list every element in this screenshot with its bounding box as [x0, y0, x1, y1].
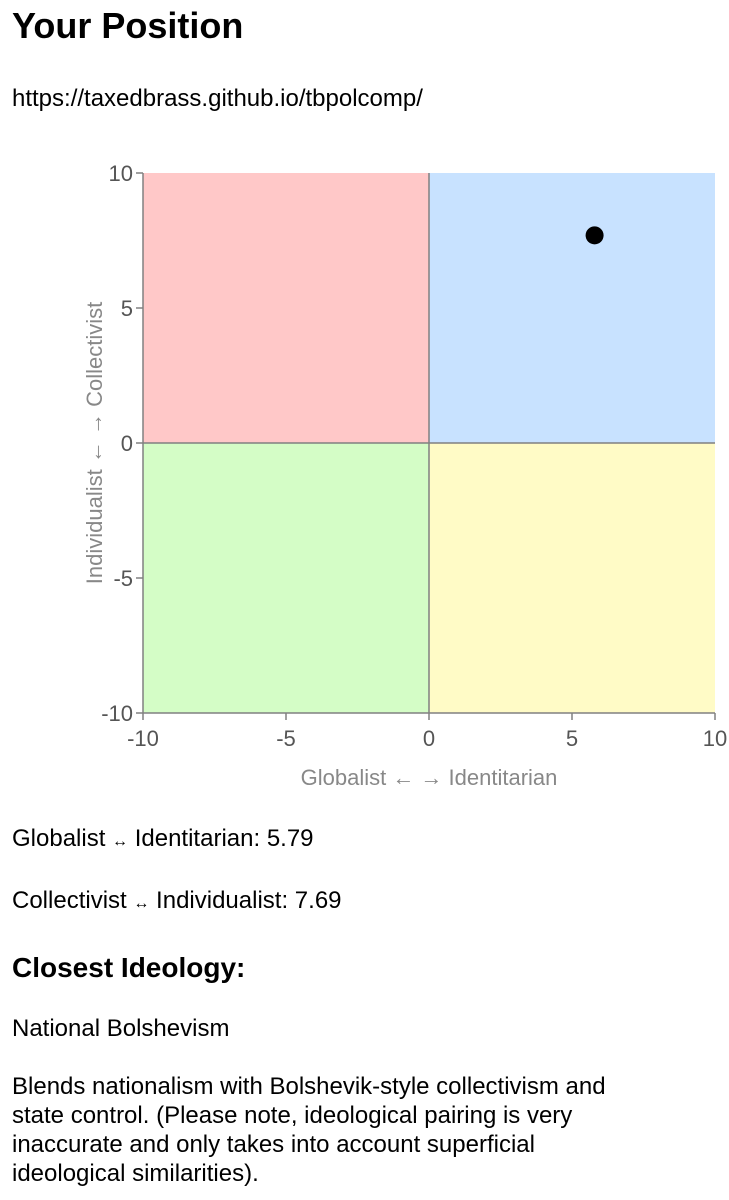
quadrant-top-left [143, 173, 429, 443]
y-tick-label: 10 [109, 161, 133, 186]
points-layer [585, 226, 604, 245]
y-tick-label: -5 [113, 566, 133, 591]
y-tick-label: 5 [121, 296, 133, 321]
closest-ideology-heading: Closest Ideology: [12, 952, 246, 983]
score-y-label-end: Individualist [156, 887, 282, 914]
ideology-description: Blends nationalism with Bolshevik-style … [12, 1073, 606, 1187]
x-tick-label: -5 [276, 726, 296, 751]
user-position-point [585, 226, 604, 245]
x-tick-label: 0 [423, 726, 435, 751]
score-x-label-end: Identitarian [134, 825, 254, 852]
x-axis-title: Globalist ← → Identitarian [301, 765, 558, 790]
arrow-icon: ↔ [112, 833, 129, 850]
x-tick-label: 10 [703, 726, 727, 751]
quadrant-bottom-right [429, 443, 715, 713]
x-tick-label: 5 [566, 726, 578, 751]
site-url-link[interactable]: https://taxedbrass.github.io/tbpolcomp/ [12, 85, 423, 112]
quadrant-top-right [429, 173, 715, 443]
score-x-label: Globalist [12, 825, 106, 852]
score-y-value: 7.69 [294, 887, 342, 914]
score-y-label: Collectivist [12, 887, 127, 914]
arrow-icon: ↔ [133, 895, 150, 912]
axes: -10 -5 0 5 10 10 5 0 -5 -10 [101, 161, 727, 751]
score-x-value: 5.79 [266, 825, 314, 852]
page-title: Your Position [12, 5, 244, 46]
y-axis-title: Individualist ← → Collectivist [82, 302, 107, 584]
political-compass-chart: -10 -5 0 5 10 10 5 0 -5 -10 Globalist ← → Identit… [82, 161, 727, 790]
y-tick-label: 0 [121, 431, 133, 456]
score-collectivist-individualist: Collectivist ↔ Individualist: 7.69 [12, 887, 342, 914]
score-globalist-identitarian: Globalist ↔ Identitarian: 5.79 [12, 825, 314, 852]
y-tick-label: -10 [101, 701, 133, 726]
quadrant-bottom-left [143, 443, 429, 713]
ideology-name: National Bolshevism [12, 1015, 230, 1042]
x-tick-label: -10 [127, 726, 159, 751]
